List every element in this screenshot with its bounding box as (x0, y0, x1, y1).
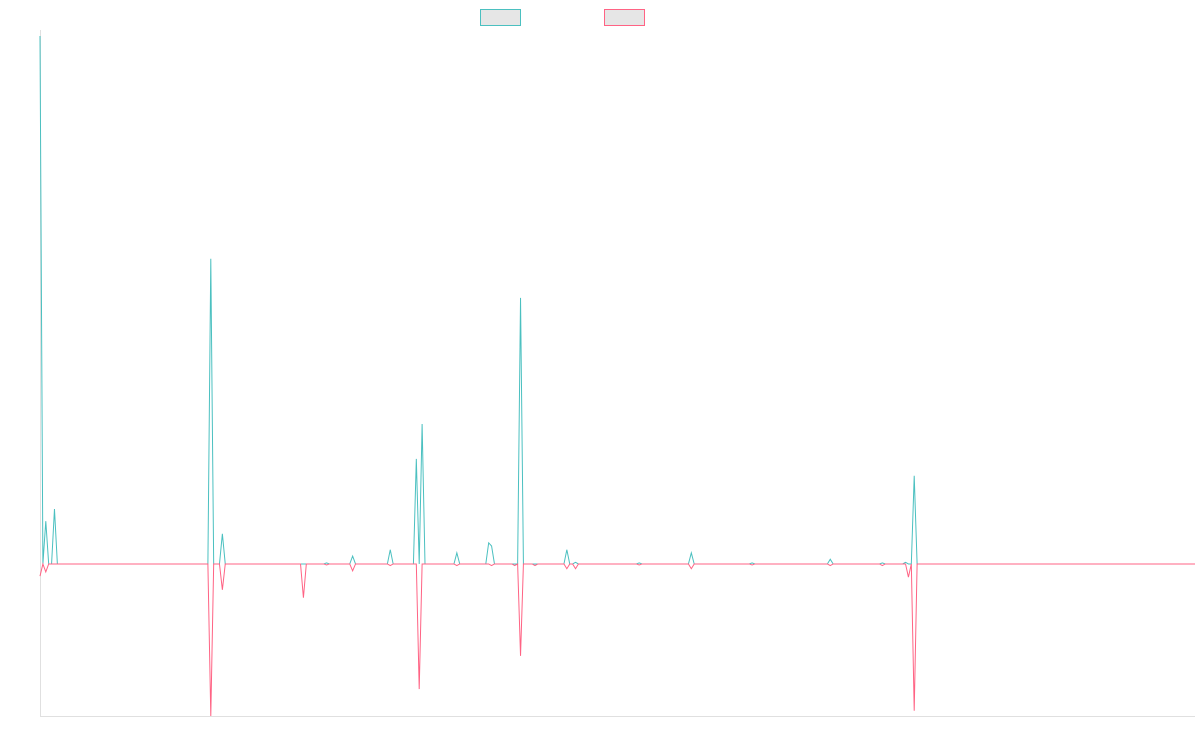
series-line-1 (39, 562, 1195, 717)
series-layer (39, 35, 1195, 717)
legend (480, 9, 645, 26)
series-line-0 (39, 35, 1195, 565)
legend-swatch (480, 9, 521, 26)
legend-item-0[interactable] (480, 9, 521, 26)
legend-swatch (604, 9, 645, 26)
legend-item-1[interactable] (604, 9, 645, 26)
